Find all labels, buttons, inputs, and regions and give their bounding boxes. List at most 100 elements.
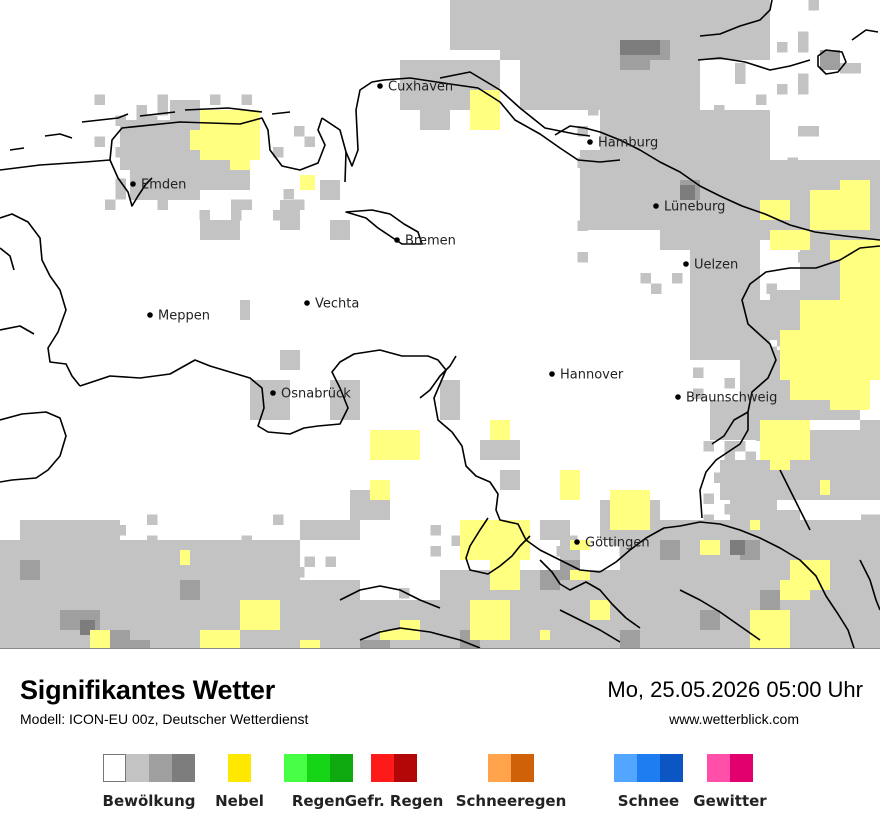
legend-label: Gewitter	[693, 792, 767, 810]
weather-cell	[682, 94, 693, 105]
legend-swatch	[126, 754, 149, 782]
weather-cell	[240, 600, 280, 630]
weather-cell	[693, 147, 704, 158]
weather-cell	[336, 525, 347, 536]
weather-cell	[136, 115, 147, 126]
weather-cell	[808, 535, 819, 546]
weather-cell	[787, 609, 798, 620]
weather-cell	[787, 199, 798, 210]
weather-cell	[672, 525, 683, 536]
weather-cell	[819, 472, 830, 483]
weather-cell	[609, 535, 620, 546]
weather-cell	[73, 567, 84, 578]
weather-cell	[577, 220, 588, 231]
weather-cell	[756, 126, 767, 137]
city-dot	[683, 261, 689, 267]
weather-cell	[861, 483, 872, 494]
weather-cell	[661, 115, 672, 126]
weather-cell	[766, 357, 777, 368]
weather-cell	[250, 380, 290, 420]
weather-cell	[540, 520, 570, 540]
weather-cell	[693, 598, 704, 609]
legend-swatch	[228, 754, 251, 782]
weather-cell	[871, 525, 880, 536]
weather-cell	[798, 252, 809, 263]
city-dot	[394, 237, 400, 243]
city-marker: Hannover	[549, 368, 624, 383]
city-marker: Braunschweig	[675, 391, 777, 406]
legend-swatch	[511, 754, 534, 782]
weather-cell	[294, 199, 305, 210]
weather-cell	[787, 514, 798, 525]
weather-cell	[370, 480, 390, 500]
weather-cell	[850, 63, 861, 74]
weather-cell	[620, 40, 660, 55]
website-link[interactable]: www.wetterblick.com	[669, 711, 799, 727]
weather-cell	[766, 388, 777, 399]
weather-cell	[273, 147, 284, 158]
city-label: Cuxhaven	[388, 80, 453, 95]
weather-cell	[640, 178, 651, 189]
weather-cell	[770, 450, 790, 470]
weather-cell	[724, 462, 735, 473]
weather-cell	[703, 304, 714, 315]
weather-cell	[304, 556, 315, 567]
weather-cell	[52, 567, 63, 578]
weather-cell	[294, 567, 305, 578]
weather-cell	[672, 21, 683, 32]
weather-cell	[661, 189, 672, 200]
weather-cell	[798, 31, 809, 42]
weather-cell	[787, 462, 798, 473]
weather-cell	[750, 520, 760, 530]
weather-cell	[808, 126, 819, 137]
weather-cell	[820, 50, 840, 70]
map-footer: Signifikantes Wetter Modell: ICON-EU 00z…	[0, 649, 880, 830]
weather-cell	[157, 94, 168, 105]
weather-cell	[745, 504, 756, 515]
weather-cell	[20, 520, 120, 560]
weather-cell	[787, 157, 798, 168]
weather-cell	[294, 630, 305, 641]
weather-cell	[115, 546, 126, 557]
weather-cell	[745, 451, 756, 462]
legend-swatch	[103, 754, 126, 782]
model-subtitle: Modell: ICON-EU 00z, Deutscher Wetterdie…	[20, 711, 309, 727]
weather-cell	[756, 157, 767, 168]
city-dot	[377, 83, 383, 89]
weather-cell	[120, 120, 200, 170]
weather-cell	[724, 115, 735, 126]
city-label: Osnabrück	[281, 387, 351, 402]
city-label: Vechta	[315, 297, 359, 312]
weather-cell	[830, 240, 880, 260]
weather-cell	[745, 178, 756, 189]
legend-swatch	[660, 754, 683, 782]
legend-label: Bewölkung	[102, 792, 196, 810]
weather-cell	[808, 273, 819, 284]
legend-swatches	[707, 754, 753, 782]
map-canvas: Cuxhaven Hamburg Emden Lüneburg Bremen Uelzen…	[0, 0, 880, 648]
weather-cell	[556, 546, 567, 557]
weather-cell	[304, 136, 315, 147]
city-dot	[130, 181, 136, 187]
city-marker: Uelzen	[683, 258, 738, 273]
weather-cell	[745, 168, 756, 179]
weather-cell	[500, 470, 520, 490]
weather-cell	[693, 241, 704, 252]
weather-cell	[770, 230, 810, 250]
weather-cell	[724, 451, 735, 462]
weather-cell	[672, 147, 683, 158]
weather-cell	[180, 580, 200, 600]
weather-map: Cuxhaven Hamburg Emden Lüneburg Bremen Uelzen…	[0, 0, 880, 649]
city-marker: Meppen	[147, 309, 210, 324]
weather-cell	[190, 130, 200, 150]
weather-cell	[724, 504, 735, 515]
weather-cell	[714, 105, 725, 116]
weather-cell	[640, 73, 651, 84]
weather-cell	[756, 21, 767, 32]
legend-item: Gefr. Regen	[345, 754, 443, 810]
weather-cell	[210, 94, 221, 105]
weather-cell	[115, 147, 126, 158]
weather-cell	[682, 168, 693, 179]
weather-cell	[560, 470, 580, 500]
weather-cell	[680, 185, 695, 200]
